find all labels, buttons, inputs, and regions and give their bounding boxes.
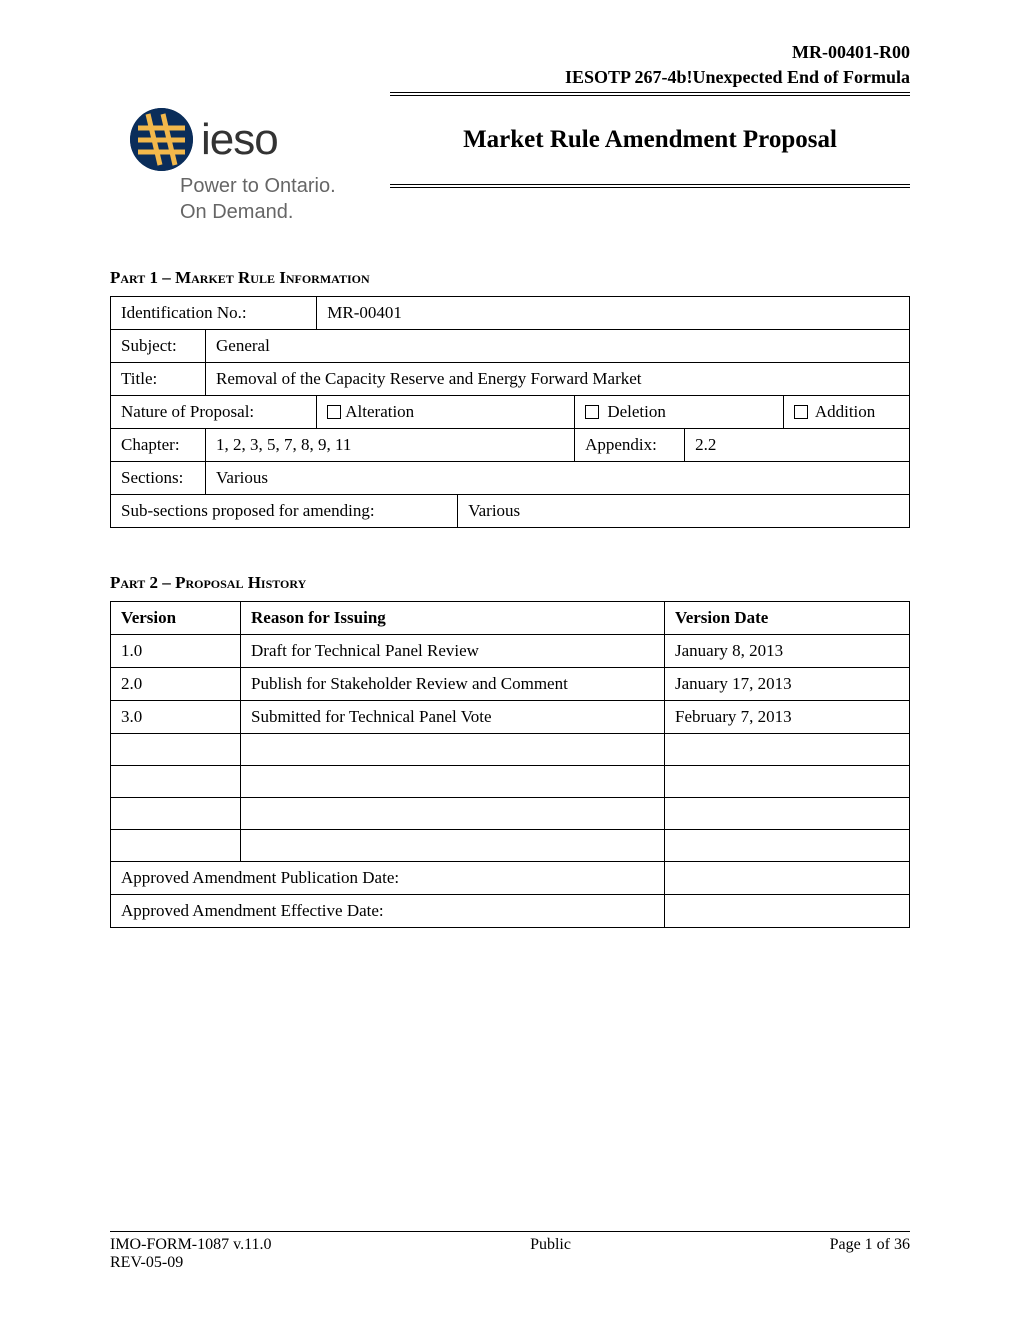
subsections-label: Sub-sections proposed for amending: bbox=[111, 495, 458, 528]
col-version: Version bbox=[111, 602, 241, 635]
cell-version bbox=[111, 830, 241, 862]
part1-prefix: Part 1 – bbox=[110, 268, 175, 287]
opt-addition: Addition bbox=[815, 402, 875, 421]
tagline-line-2: On Demand. bbox=[180, 199, 360, 225]
cell-date: February 7, 2013 bbox=[665, 701, 910, 734]
nature-label: Nature of Proposal: bbox=[111, 396, 317, 429]
table-row bbox=[111, 830, 910, 862]
opt-deletion: Deletion bbox=[607, 402, 666, 421]
row-title: Title: Removal of the Capacity Reserve a… bbox=[111, 363, 910, 396]
cell-date bbox=[665, 734, 910, 766]
sections-label: Sections: bbox=[111, 462, 206, 495]
header-block: MR-00401-R00 IESOTP 267-4b!Unexpected En… bbox=[390, 40, 910, 90]
col-date: Version Date bbox=[665, 602, 910, 635]
row-chapter: Chapter: 1, 2, 3, 5, 7, 8, 9, 11 Appendi… bbox=[111, 429, 910, 462]
doc-ref: IESOTP 267-4b!Unexpected End of Formula bbox=[390, 65, 910, 90]
row-id: Identification No.: MR-00401 bbox=[111, 297, 910, 330]
table-row bbox=[111, 798, 910, 830]
cell-date: January 17, 2013 bbox=[665, 668, 910, 701]
table-row: 1.0 Draft for Technical Panel Review Jan… bbox=[111, 635, 910, 668]
title-value: Removal of the Capacity Reserve and Ener… bbox=[206, 363, 910, 396]
row-subject: Subject: General bbox=[111, 330, 910, 363]
tagline-line-1: Power to Ontario. bbox=[180, 173, 360, 199]
cell-version bbox=[111, 798, 241, 830]
checkbox-alteration[interactable] bbox=[327, 405, 341, 419]
part1-title: Market Rule Information bbox=[175, 268, 370, 287]
tagline: Power to Ontario. On Demand. bbox=[180, 173, 360, 225]
appendix-label: Appendix: bbox=[575, 429, 685, 462]
table-row: 2.0 Publish for Stakeholder Review and C… bbox=[111, 668, 910, 701]
chapter-value: 1, 2, 3, 5, 7, 8, 9, 11 bbox=[206, 429, 575, 462]
part1-table: Identification No.: MR-00401 Subject: Ge… bbox=[110, 296, 910, 528]
checkbox-deletion[interactable] bbox=[585, 405, 599, 419]
subject-label: Subject: bbox=[111, 330, 206, 363]
page: MR-00401-R00 IESOTP 267-4b!Unexpected En… bbox=[0, 0, 1020, 1320]
cell-date bbox=[665, 830, 910, 862]
logo-icon bbox=[130, 108, 193, 171]
footer-rule bbox=[110, 1231, 910, 1232]
doc-id: MR-00401-R00 bbox=[390, 40, 910, 65]
logo-row: ieso bbox=[130, 108, 360, 171]
approved-eff-value bbox=[665, 895, 910, 928]
approved-pub-label: Approved Amendment Publication Date: bbox=[111, 862, 665, 895]
cell-date bbox=[665, 766, 910, 798]
chapter-label: Chapter: bbox=[111, 429, 206, 462]
subsections-value: Various bbox=[458, 495, 910, 528]
id-value: MR-00401 bbox=[317, 297, 910, 330]
table-row: 3.0 Submitted for Technical Panel Vote F… bbox=[111, 701, 910, 734]
appendix-value: 2.2 bbox=[685, 429, 910, 462]
part2-table: Version Reason for Issuing Version Date … bbox=[110, 601, 910, 928]
row-approved-eff: Approved Amendment Effective Date: bbox=[111, 895, 910, 928]
title-block: Market Rule Amendment Proposal bbox=[390, 126, 910, 188]
footer-classification: Public bbox=[271, 1236, 829, 1254]
table-row bbox=[111, 766, 910, 798]
checkbox-addition[interactable] bbox=[794, 405, 808, 419]
cell-reason bbox=[241, 830, 665, 862]
cell-version bbox=[111, 734, 241, 766]
cell-date bbox=[665, 798, 910, 830]
sections-value: Various bbox=[206, 462, 910, 495]
cell-reason bbox=[241, 734, 665, 766]
col-reason: Reason for Issuing bbox=[241, 602, 665, 635]
opt-addition-cell: Addition bbox=[783, 396, 909, 429]
cell-reason: Publish for Stakeholder Review and Comme… bbox=[241, 668, 665, 701]
cell-version: 2.0 bbox=[111, 668, 241, 701]
cell-version bbox=[111, 766, 241, 798]
footer-rev: REV-05-09 bbox=[110, 1254, 910, 1272]
approved-eff-label: Approved Amendment Effective Date: bbox=[111, 895, 665, 928]
logo-text: ieso bbox=[201, 115, 278, 165]
title-rule bbox=[390, 184, 910, 188]
opt-deletion-cell: Deletion bbox=[575, 396, 783, 429]
header-rule bbox=[390, 92, 910, 96]
cell-version: 3.0 bbox=[111, 701, 241, 734]
id-label: Identification No.: bbox=[111, 297, 317, 330]
subject-value: General bbox=[206, 330, 910, 363]
opt-alteration-cell: Alteration bbox=[317, 396, 575, 429]
cell-reason bbox=[241, 798, 665, 830]
row-subsections: Sub-sections proposed for amending: Vari… bbox=[111, 495, 910, 528]
row-nature: Nature of Proposal: Alteration Deletion … bbox=[111, 396, 910, 429]
cell-reason bbox=[241, 766, 665, 798]
part1-heading: Part 1 – Market Rule Information bbox=[110, 268, 910, 288]
title-label: Title: bbox=[111, 363, 206, 396]
part2-prefix: Part 2 – bbox=[110, 573, 175, 592]
cell-reason: Submitted for Technical Panel Vote bbox=[241, 701, 665, 734]
footer-page: Page 1 of 36 bbox=[830, 1236, 910, 1254]
footer-form: IMO-FORM-1087 v.11.0 bbox=[110, 1236, 271, 1254]
part2-header-row: Version Reason for Issuing Version Date bbox=[111, 602, 910, 635]
part2-title: Proposal History bbox=[175, 573, 306, 592]
row-approved-pub: Approved Amendment Publication Date: bbox=[111, 862, 910, 895]
opt-alteration: Alteration bbox=[345, 402, 414, 421]
table-row bbox=[111, 734, 910, 766]
main-title: Market Rule Amendment Proposal bbox=[390, 126, 910, 154]
logo-block: ieso Power to Ontario. On Demand. bbox=[130, 108, 360, 225]
part2-heading: Part 2 – Proposal History bbox=[110, 573, 910, 593]
footer-row: IMO-FORM-1087 v.11.0 Public Page 1 of 36 bbox=[110, 1236, 910, 1254]
footer: IMO-FORM-1087 v.11.0 Public Page 1 of 36… bbox=[110, 1231, 910, 1272]
approved-pub-value bbox=[665, 862, 910, 895]
cell-reason: Draft for Technical Panel Review bbox=[241, 635, 665, 668]
cell-version: 1.0 bbox=[111, 635, 241, 668]
cell-date: January 8, 2013 bbox=[665, 635, 910, 668]
row-sections: Sections: Various bbox=[111, 462, 910, 495]
